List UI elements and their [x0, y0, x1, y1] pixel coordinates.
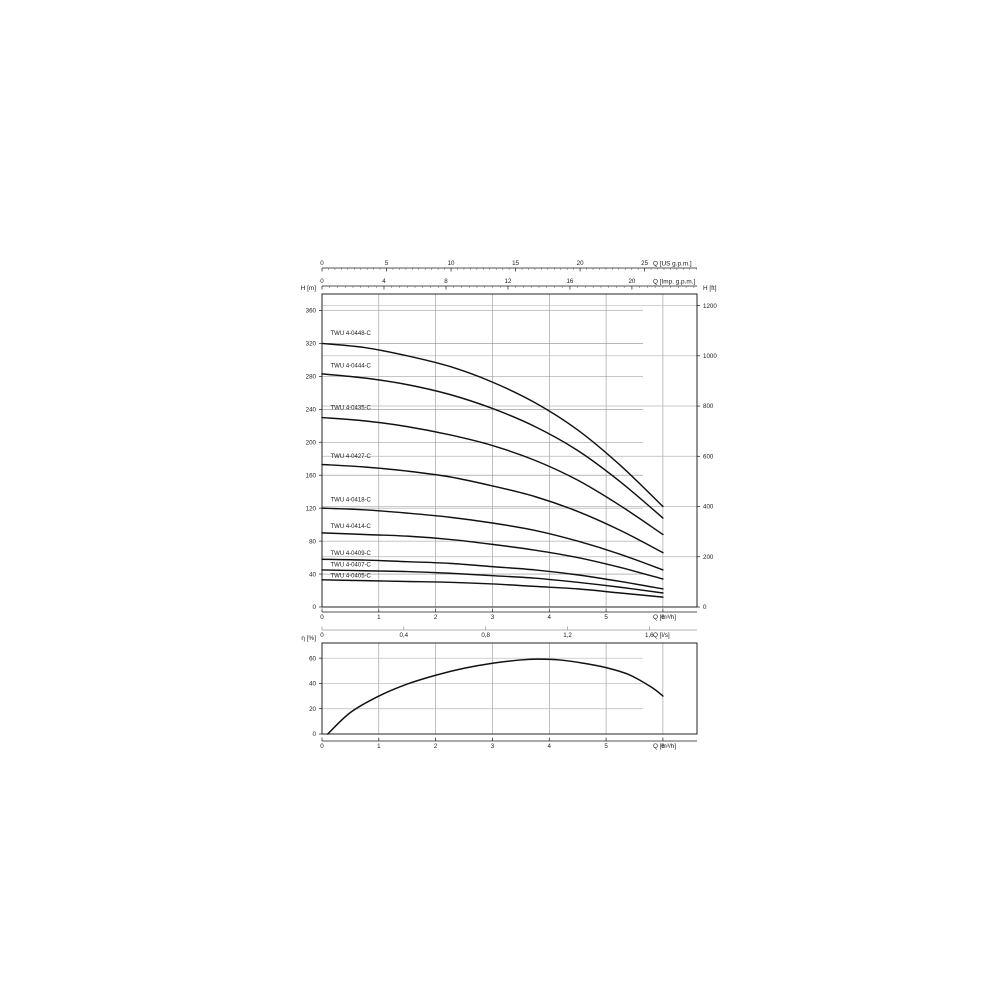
eff-m3h-tick-label: 5: [604, 743, 608, 750]
eff-m3h-tick-label: 0: [320, 743, 324, 750]
m3h-tick-label: 0: [320, 614, 324, 621]
head-right-tick-label: 200: [703, 554, 714, 561]
us-gpm-tick-label: 25: [641, 260, 648, 267]
eff-m3h-tick-label: 1: [377, 743, 381, 750]
imp-gpm-axis-title: Q [Imp. g.p.m.]: [653, 279, 695, 286]
head-curve-labels: TWU 4-0448-C TWU 4-0444-C TWU 4-0435-C TWU …: [331, 331, 372, 579]
eff-m3h-tick-label: 4: [548, 743, 552, 750]
eff-left-axis-title: η [%]: [301, 635, 316, 642]
head-right-tick-label: 0: [703, 604, 707, 611]
imp-gpm-tick-label: 8: [444, 278, 448, 285]
pump-curve-twu-4-0409-c: [321, 558, 664, 590]
efficiency-chart-frame: [321, 642, 698, 735]
head-left-tick-label: 200: [306, 439, 317, 446]
efficiency-left-axis: 0 20 40 60 η [%]: [301, 635, 322, 738]
eff-m3h-tick-label: 6: [661, 743, 665, 750]
head-left-tick-label: 240: [306, 407, 317, 414]
pump-curve-label: TWU 4-0435-C: [331, 405, 372, 411]
pump-curve-twu-4-0407-c: [321, 569, 664, 594]
head-left-tick-label: 40: [309, 571, 316, 578]
head-left-tick-label: 120: [306, 505, 317, 512]
eff-m3h-axis-title: Q [m³/h]: [653, 743, 676, 750]
m3h-axis-title: Q [m³/h]: [653, 614, 676, 621]
eff-left-tick-label: 20: [309, 706, 316, 713]
pump-curve-label: TWU 4-0414-C: [331, 524, 372, 530]
head-left-tick-label: 280: [306, 374, 317, 381]
head-right-axis-title: H [ft]: [703, 285, 717, 292]
pump-curve-twu-4-0418-c: [321, 507, 664, 571]
pump-curve-label: TWU 4-0405-C: [331, 573, 372, 579]
head-left-tick-label: 360: [306, 308, 317, 315]
m3h-tick-label: 4: [548, 614, 552, 621]
head-left-axis-title: H [m]: [301, 285, 316, 292]
pump-curve-twu-4-0444-c: [321, 373, 664, 519]
pump-curve-label: TWU 4-0427-C: [331, 454, 372, 460]
eff-left-tick-label: 60: [309, 655, 316, 662]
m3h-tick-label: 5: [604, 614, 608, 621]
pump-curve-twu-4-0405-c: [321, 579, 664, 598]
pump-curve-twu-4-0435-c: [321, 416, 664, 536]
head-curves: [321, 342, 664, 598]
eff-left-tick-label: 0: [313, 731, 317, 738]
imp-gpm-tick-label: 12: [505, 278, 512, 285]
head-left-axis: 0 40 80 120 160 200 240 280 320 360 H [m]: [301, 285, 322, 611]
m3h-tick-label: 1: [377, 614, 381, 621]
head-left-tick-label: 160: [306, 472, 317, 479]
head-chart-grid: [321, 293, 698, 608]
m3h-tick-label: 2: [434, 614, 438, 621]
pump-curve-label: TWU 4-0409-C: [331, 551, 372, 557]
us-gpm-tick-label: 10: [448, 260, 455, 267]
us-gpm-tick-label: 20: [577, 260, 584, 267]
ls-tick-label: 0,4: [400, 632, 409, 639]
top-axes: 0 5 10 15 20 25 Q [US g.p.m.] 0 4 8 12 16 20 Q [Imp. …: [320, 260, 697, 290]
head-chart-frame: [321, 293, 698, 608]
pump-curve-label: TWU 4-0407-C: [331, 563, 372, 569]
imp-gpm-tick-label: 20: [628, 278, 635, 285]
us-gpm-tick-label: 5: [385, 260, 389, 267]
efficiency-curve-line: [326, 658, 664, 735]
pump-curve-label: TWU 4-0444-C: [331, 363, 372, 369]
us-gpm-tick-label: 15: [512, 260, 519, 267]
imp-gpm-tick-label: 0: [320, 278, 324, 285]
head-right-tick-label: 800: [703, 403, 714, 410]
ls-tick-label: 1,2: [563, 632, 572, 639]
head-left-tick-label: 0: [313, 604, 317, 611]
us-gpm-axis-title: Q [US g.p.m.]: [653, 261, 692, 268]
m3h-tick-label: 3: [491, 614, 495, 621]
m3h-tick-label: 6: [661, 614, 665, 621]
ls-axis-title: Q [l/s]: [653, 632, 670, 639]
imp-gpm-tick-label: 4: [382, 278, 386, 285]
head-left-tick-label: 320: [306, 341, 317, 348]
pump-curve-label: TWU 4-0448-C: [331, 331, 372, 337]
head-right-tick-label: 1200: [703, 303, 717, 310]
eff-m3h-tick-label: 2: [434, 743, 438, 750]
efficiency-chart-grid: [321, 642, 698, 735]
pump-curve-label: TWU 4-0418-C: [331, 498, 372, 504]
efficiency-bottom-axis: 0 1 2 3 4 5 6Q [m³/h]: [320, 737, 697, 750]
us-gpm-tick-label: 0: [320, 260, 324, 267]
head-bottom-axes: 0 1 2 3 4 5 6Q [m³/h] 0 0,4 0,8 1,2 1,6 Q [l/s]: [320, 608, 697, 639]
ls-tick-label: 1,6: [645, 632, 654, 639]
eff-left-tick-label: 40: [309, 681, 316, 688]
head-right-tick-label: 1000: [703, 353, 717, 360]
head-right-tick-label: 400: [703, 504, 714, 511]
ls-tick-label: 0: [320, 632, 324, 639]
eff-m3h-tick-label: 3: [491, 743, 495, 750]
head-right-axis: 0 200 400 600 800 1000 1200 H [ft]: [697, 285, 717, 611]
head-right-tick-label: 600: [703, 453, 714, 460]
efficiency-curve: [326, 658, 664, 735]
imp-gpm-tick-label: 16: [566, 278, 573, 285]
ls-tick-label: 0,8: [481, 632, 490, 639]
pump-curve-twu-4-0427-c: [321, 463, 664, 554]
head-left-tick-label: 80: [309, 538, 316, 545]
pump-curve-twu-4-0414-c: [321, 532, 664, 580]
pump-curve-twu-4-0448-c: [321, 342, 664, 508]
